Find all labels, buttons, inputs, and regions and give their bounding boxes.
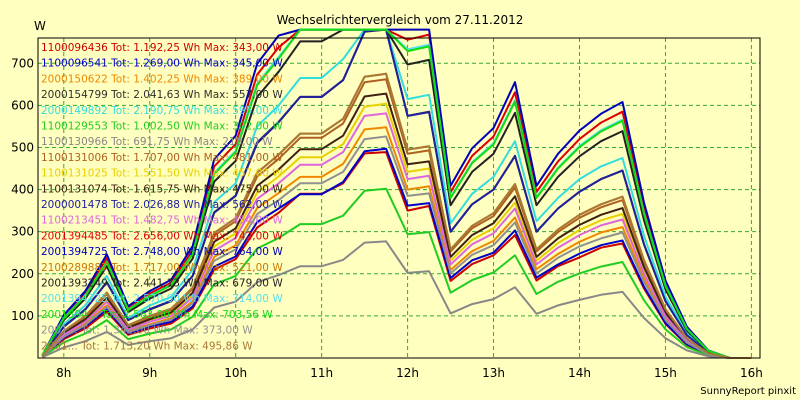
x-tick-labels: 8h 9h 10h 11h 12h 13h 14h 15h 16h [56,366,763,380]
legend-entry-13: 2001394725 Tot: 2.748,00 Wh Max: 764,00 … [41,246,283,258]
series-line-9 [41,92,752,359]
x-tick-label-1: 9h [142,366,157,380]
x-tick-label-4: 12h [396,366,419,380]
legend-entry-15: 2001393249 Tot: 2.441,13 Wh Max: 679,00 … [41,278,283,290]
series-line-18 [41,135,752,359]
y-tick-label-2: 300 [11,225,34,239]
x-tick-label-6: 14h [568,366,591,380]
legend: 1100096436 Tot: 1.192,25 Wh Max: 343,00 … [41,42,283,352]
series-line-11 [41,112,752,359]
legend-entry-7: 1100131006 Tot: 1.707,00 Wh Max: 481,00 … [41,152,283,164]
plot-frame [37,37,761,359]
series-line-4 [41,28,752,359]
x-tick-label-7: 15h [654,366,677,380]
x-tick-label-8: 16h [740,366,763,380]
y-tick-label-0: 100 [11,309,34,323]
legend-entry-19: 2001... Tot: 1.713,20 Wh Max: 495,86 W [41,340,253,352]
series-line-6 [41,240,752,359]
legend-entry-16: 2001394725 Tot: 2.570,00 Wh Max: 714,00 … [41,293,283,305]
legend-entry-9: 1100131074 Tot: 1.615,75 Wh Max: 475,00 … [41,183,283,195]
series-line-8 [41,102,752,359]
series-line-12 [41,28,752,359]
x-tick-label-0: 8h [56,366,71,380]
legend-entry-0: 1100096436 Tot: 1.192,25 Wh Max: 343,00 … [41,42,283,54]
legend-entry-4: 2000149892 Tot: 2.190,75 Wh Max: 595,00 … [41,105,283,117]
y-tick-label-4: 500 [11,140,34,154]
chart-credit: SunnyReport pinxit [700,386,796,397]
legend-entry-1: 1100096541 Tot: 1.269,00 Wh Max: 345,00 … [41,58,283,70]
legend-entry-5: 1100129553 Tot: 1.002,50 Wh Max: 302,00 … [41,121,283,133]
y-tick-label-6: 700 [11,56,34,70]
y-tick-label-1: 200 [11,267,34,281]
x-tick-label-5: 13h [482,366,505,380]
series-line-13 [41,28,752,359]
legend-entry-11: 1100213451 Tot: 1.482,75 Wh Max: 454,00 … [41,215,283,227]
x-tick-label-3: 11h [310,366,333,380]
series-line-15 [41,28,752,359]
y-tick-labels: 100 200 300 400 500 600 700 [11,56,34,323]
series-line-19 [41,72,752,359]
y-tick-label-3: 400 [11,183,34,197]
legend-entry-10: 2000001478 Tot: 2.026,88 Wh Max: 562,00 … [41,199,283,211]
legend-entry-2: 2000150622 Tot: 1.402,25 Wh Max: 389,00 … [41,73,283,85]
legend-entry-6: 1100130966 Tot: 691,75 Wh Max: 218,00 W [41,136,273,148]
series-group [41,28,752,359]
series-line-1 [41,147,752,359]
x-tick-label-2: 10h [224,366,247,380]
series-line-5 [41,187,752,359]
series-line-17 [41,28,752,359]
y-tick-label-5: 600 [11,98,34,112]
legend-entry-17: 2001394... Tot: 2.563,00 Wh Max: 703,56 … [41,309,273,321]
legend-entry-12: 2001394485 Tot: 2.656,00 Wh Max: 742,00 … [41,230,283,242]
legend-entry-14: 2100289887 Tot: 1.717,00 Wh Max: 521,00 … [41,262,283,274]
y-axis-unit: W [34,19,46,33]
legend-entry-8: 1100131025 Tot: 1.551,50 Wh Max: 457,00 … [41,168,283,180]
legend-entry-18: 2001... Tot: 1.342,00 Wh Max: 373,00 W [41,325,253,337]
legend-entry-3: 2000154799 Tot: 2.041,63 Wh Max: 557,00 … [41,89,283,101]
chart-title: Wechselrichtervergleich vom 27.11.2012 [277,13,524,27]
series-line-10 [41,28,752,359]
series-line-2 [41,126,752,359]
